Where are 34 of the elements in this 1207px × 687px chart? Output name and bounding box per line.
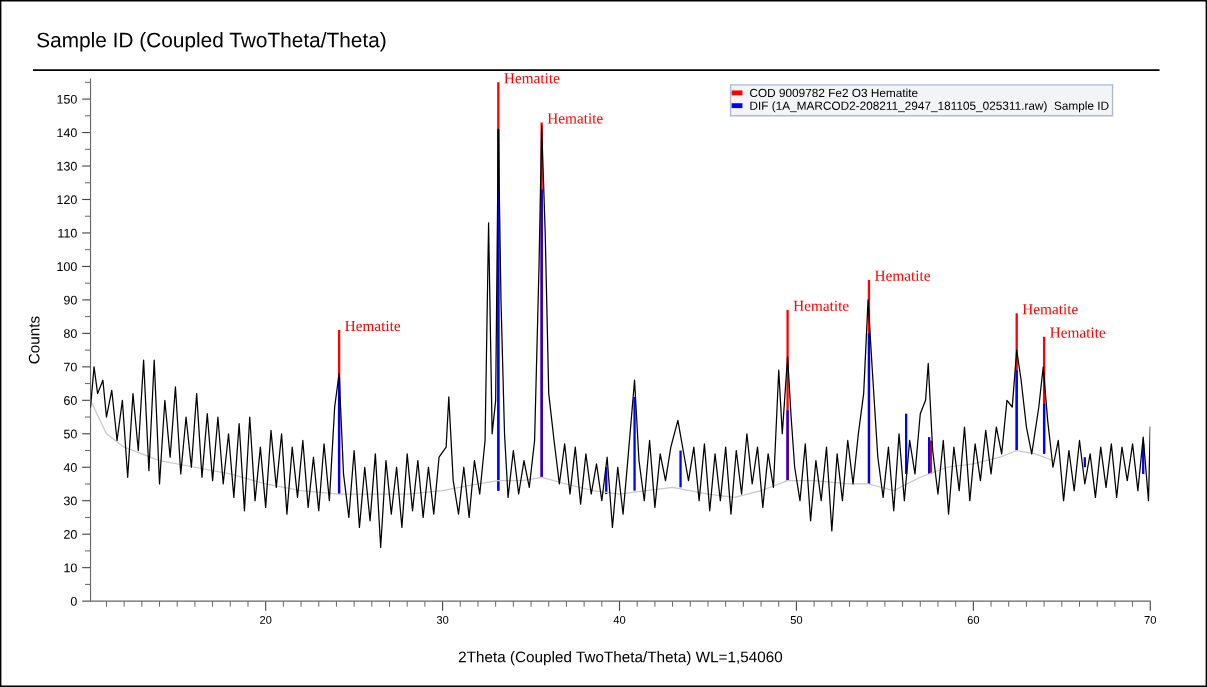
- y-tick-label: 80: [63, 329, 77, 339]
- legend-label: DIF (1A_MARCOD2-208211_2947_181105_025311.raw) Sample ID: [750, 101, 1109, 113]
- y-tick-label: 20: [64, 529, 77, 539]
- annotation: Hematite: [793, 300, 849, 311]
- y-tick-label: 10: [64, 563, 77, 573]
- y-tick-label: 90: [64, 295, 77, 305]
- x-tick-label: 30: [436, 616, 449, 624]
- annotation: Hematite: [1022, 304, 1078, 315]
- y-axis-title: Counts: [28, 316, 40, 364]
- legend-label: COD 9009782 Fe2 O3 Hematite: [750, 88, 918, 98]
- x-tick-label: 70: [1144, 616, 1157, 624]
- annotation: Hematite: [874, 270, 930, 281]
- y-tick-label: 50: [63, 429, 77, 439]
- y-tick-label: 0: [70, 596, 77, 606]
- annotation: Hematite: [345, 320, 401, 332]
- y-tick-label: 30: [63, 496, 77, 506]
- y-tick-label: 70: [64, 362, 77, 372]
- annotation: Hematite: [1050, 327, 1106, 338]
- x-tick-label: 40: [613, 616, 626, 624]
- x-axis-title: 2Theta (Coupled TwoTheta/Theta) WL=1,54060: [458, 651, 783, 666]
- annotation: Hematite: [547, 113, 603, 124]
- y-tick-label: 130: [57, 161, 77, 171]
- x-tick-label: 20: [260, 616, 272, 624]
- x-tick-label: 50: [790, 616, 803, 624]
- y-tick-label: 120: [57, 195, 77, 205]
- chart-title: Sample ID (Coupled TwoTheta/Theta): [37, 32, 386, 52]
- x-tick-label: 60: [967, 616, 980, 624]
- y-tick-label: 140: [57, 128, 77, 138]
- annotation: Hematite: [504, 73, 560, 84]
- y-tick-label: 150: [57, 94, 77, 104]
- y-tick-label: 100: [57, 262, 77, 272]
- y-tick-label: 110: [58, 228, 77, 238]
- y-tick-label: 60: [64, 396, 77, 405]
- y-tick-label: 40: [63, 463, 77, 472]
